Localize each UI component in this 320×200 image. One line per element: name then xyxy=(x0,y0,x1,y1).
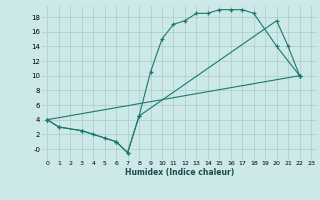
X-axis label: Humidex (Indice chaleur): Humidex (Indice chaleur) xyxy=(124,168,234,177)
